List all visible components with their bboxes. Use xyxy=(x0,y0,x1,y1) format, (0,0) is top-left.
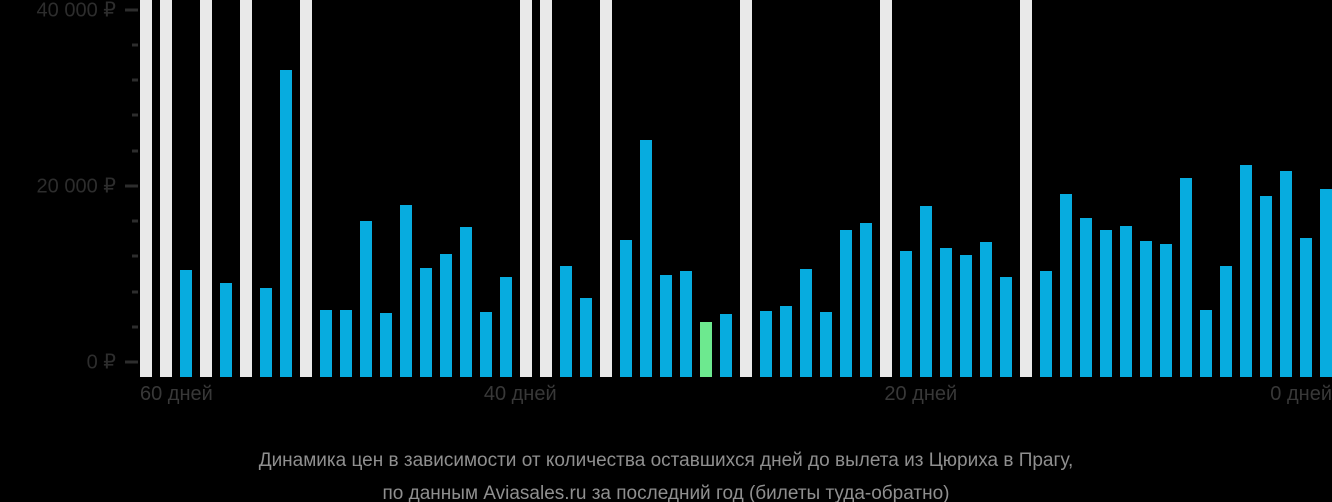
y-axis-minor-tick xyxy=(132,254,138,258)
bar-no-data[interactable] xyxy=(200,0,212,377)
caption-line-1: Динамика цен в зависимости от количества… xyxy=(258,450,1074,471)
x-axis: 60 дней 40 дней 20 дней 0 дней xyxy=(0,383,1332,411)
bar[interactable] xyxy=(760,310,772,377)
bar-no-data[interactable] xyxy=(160,0,172,377)
bar[interactable] xyxy=(840,229,852,377)
bar[interactable] xyxy=(680,271,692,377)
y-axis-major-tick xyxy=(125,360,138,364)
y-axis-minor-tick xyxy=(132,43,138,47)
x-axis-label: 60 дней xyxy=(140,383,213,405)
bar[interactable] xyxy=(320,310,332,377)
y-axis-minor-tick xyxy=(132,149,138,153)
bar[interactable] xyxy=(480,311,492,377)
bar[interactable] xyxy=(360,221,372,377)
x-axis-label: 0 дней xyxy=(1270,383,1332,405)
bar[interactable] xyxy=(400,205,412,377)
y-axis-minor-tick xyxy=(132,290,138,294)
bar-no-data[interactable] xyxy=(880,0,892,377)
bar[interactable] xyxy=(920,206,932,377)
bar[interactable] xyxy=(800,268,812,377)
bar[interactable] xyxy=(1080,218,1092,377)
x-axis-label: 40 дней xyxy=(483,383,557,405)
bar[interactable] xyxy=(640,140,652,377)
bar[interactable] xyxy=(1260,196,1272,377)
x-axis-label: 20 дней xyxy=(884,383,958,405)
bar-no-data[interactable] xyxy=(300,0,312,377)
bar[interactable] xyxy=(1040,271,1052,377)
bar-no-data[interactable] xyxy=(540,0,552,377)
bar[interactable] xyxy=(1180,177,1192,377)
bar[interactable] xyxy=(620,239,632,377)
bar-no-data[interactable] xyxy=(520,0,532,377)
bar[interactable] xyxy=(1100,229,1112,377)
bar-no-data[interactable] xyxy=(600,0,612,377)
bar[interactable] xyxy=(1240,164,1252,377)
y-axis-major-tick xyxy=(125,8,138,12)
plot-area xyxy=(140,0,1332,377)
bar-no-data[interactable] xyxy=(240,0,252,377)
caption: Динамика цен в зависимости от количества… xyxy=(0,444,1332,502)
bar[interactable] xyxy=(340,310,352,377)
bar[interactable] xyxy=(1160,244,1172,377)
bar[interactable] xyxy=(180,270,192,377)
bar[interactable] xyxy=(460,227,472,377)
bar[interactable] xyxy=(260,288,272,377)
bar[interactable] xyxy=(580,297,592,377)
y-axis: 0 ₽ 20 000 ₽ 40 000 ₽ xyxy=(0,0,140,377)
bar[interactable] xyxy=(1120,225,1132,377)
bar[interactable] xyxy=(720,314,732,377)
bar[interactable] xyxy=(1300,237,1312,377)
y-axis-label: 20 000 ₽ xyxy=(36,175,116,198)
y-axis-minor-tick xyxy=(132,219,138,223)
bar[interactable] xyxy=(1220,266,1232,377)
bar[interactable] xyxy=(1060,193,1072,377)
bar[interactable] xyxy=(280,70,292,377)
bar[interactable] xyxy=(860,222,872,377)
bar[interactable] xyxy=(780,305,792,377)
bar-min-price[interactable] xyxy=(700,322,712,377)
y-axis-major-tick xyxy=(125,184,138,188)
y-axis-label: 0 ₽ xyxy=(86,351,116,374)
bar[interactable] xyxy=(660,274,672,377)
bar[interactable] xyxy=(1000,276,1012,377)
bar[interactable] xyxy=(220,282,232,377)
bar[interactable] xyxy=(900,251,912,377)
y-axis-minor-tick xyxy=(132,78,138,82)
y-axis-minor-tick xyxy=(132,325,138,329)
bar[interactable] xyxy=(820,311,832,377)
y-axis-minor-tick xyxy=(132,113,138,117)
bar-no-data[interactable] xyxy=(740,0,752,377)
bar-no-data[interactable] xyxy=(1020,0,1032,377)
caption-line-2: по данным Aviasales.ru за последний год … xyxy=(382,483,950,502)
bar[interactable] xyxy=(1140,241,1152,377)
bar-no-data[interactable] xyxy=(140,0,152,377)
bar[interactable] xyxy=(980,242,992,377)
bar[interactable] xyxy=(380,312,392,377)
bar[interactable] xyxy=(1200,310,1212,377)
bar[interactable] xyxy=(940,247,952,377)
bar[interactable] xyxy=(500,277,512,377)
bar[interactable] xyxy=(960,254,972,377)
bar[interactable] xyxy=(420,267,432,377)
y-axis-label: 40 000 ₽ xyxy=(36,0,116,22)
bar[interactable] xyxy=(560,266,572,377)
bar[interactable] xyxy=(440,253,452,377)
bar[interactable] xyxy=(1280,170,1292,377)
bar[interactable] xyxy=(1320,189,1332,377)
